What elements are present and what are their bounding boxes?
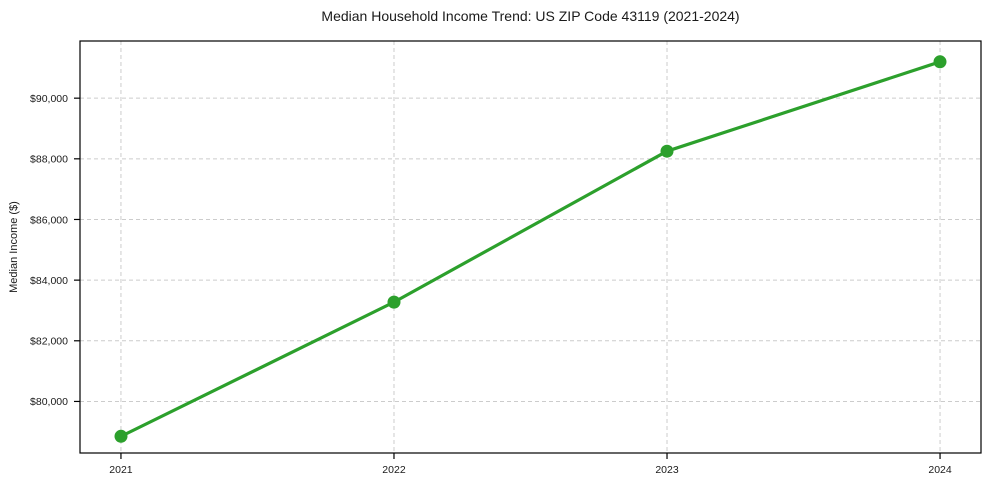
x-tick-label: 2021 <box>109 464 133 476</box>
chart-title: Median Household Income Trend: US ZIP Co… <box>321 8 739 24</box>
y-tick-label: $88,000 <box>30 154 68 166</box>
plot-area: $80,000 $82,000 $84,000 $86,000 $88,000 $90,0… <box>30 40 982 476</box>
x-tick-label: 2023 <box>655 464 679 476</box>
x-tick-label: 2024 <box>928 464 952 476</box>
data-point-2023 <box>660 144 674 158</box>
x-tick-label: 2022 <box>382 464 406 476</box>
y-tick-label: $80,000 <box>30 396 68 408</box>
trend-line <box>119 60 942 438</box>
y-tick-label: $82,000 <box>30 336 68 348</box>
y-tick-label: $84,000 <box>30 275 68 287</box>
plot-border <box>79 40 982 454</box>
data-point-2021 <box>114 429 128 443</box>
y-tick-label: $86,000 <box>30 214 68 226</box>
data-point-2022 <box>387 295 401 309</box>
y-tick-label: $90,000 <box>30 93 68 105</box>
data-point-2024 <box>933 55 947 69</box>
y-axis-label: Median Income ($) <box>8 201 20 293</box>
